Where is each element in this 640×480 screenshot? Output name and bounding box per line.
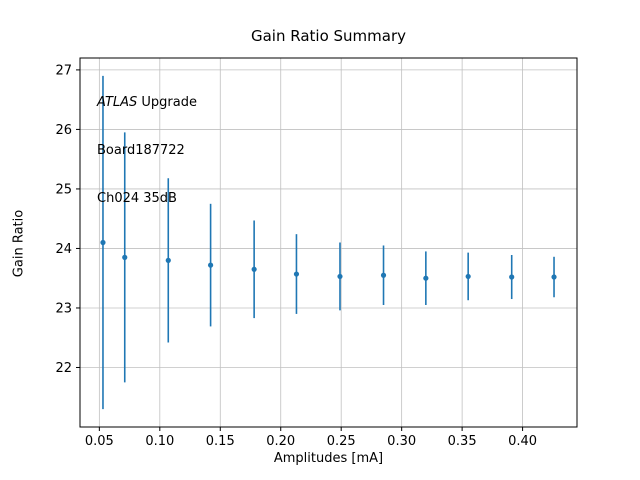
y-axis-label: Gain Ratio	[11, 209, 27, 278]
y-tick-label: 24	[55, 242, 72, 257]
x-tick-label: 0.40	[508, 434, 537, 449]
y-tick-label: 25	[55, 182, 72, 197]
data-point	[380, 272, 387, 278]
data-point	[509, 274, 515, 280]
y-tick-label: 23	[55, 301, 72, 316]
x-tick-label: 0.15	[206, 434, 235, 449]
data-point	[251, 266, 257, 272]
chart-title: Gain Ratio Summary	[250, 27, 407, 45]
x-tick-label: 0.30	[387, 434, 416, 449]
annotation-line-2: Board187722	[97, 143, 185, 158]
data-point	[165, 257, 171, 263]
data-point	[551, 274, 557, 280]
x-tick-label: 0.05	[85, 434, 114, 449]
x-axis-label: Amplitudes [mA]	[273, 451, 384, 466]
x-tick-label: 0.35	[448, 434, 477, 449]
x-tick-label: 0.10	[145, 434, 174, 449]
data-point	[423, 275, 429, 281]
annotation-atlas: ATLAS	[97, 95, 138, 110]
y-tick-label: 26	[55, 123, 72, 138]
data-point	[337, 273, 343, 280]
annotation-text: ATLAS Upgrade Board187722 Ch024 35dB	[97, 63, 197, 239]
data-point	[293, 271, 300, 277]
x-tick-label: 0.20	[266, 434, 295, 449]
annotation-line-1: ATLAS Upgrade	[97, 95, 197, 111]
x-tick-label: 0.25	[327, 434, 356, 449]
annotation-line-3: Ch024 35dB	[97, 191, 177, 206]
annotation-upgrade: Upgrade	[137, 95, 197, 110]
y-tick-label: 27	[55, 63, 72, 78]
data-point	[465, 273, 471, 280]
y-tick-label: 22	[55, 361, 72, 376]
data-point	[207, 262, 214, 268]
data-point	[100, 239, 106, 246]
data-point	[122, 254, 128, 260]
